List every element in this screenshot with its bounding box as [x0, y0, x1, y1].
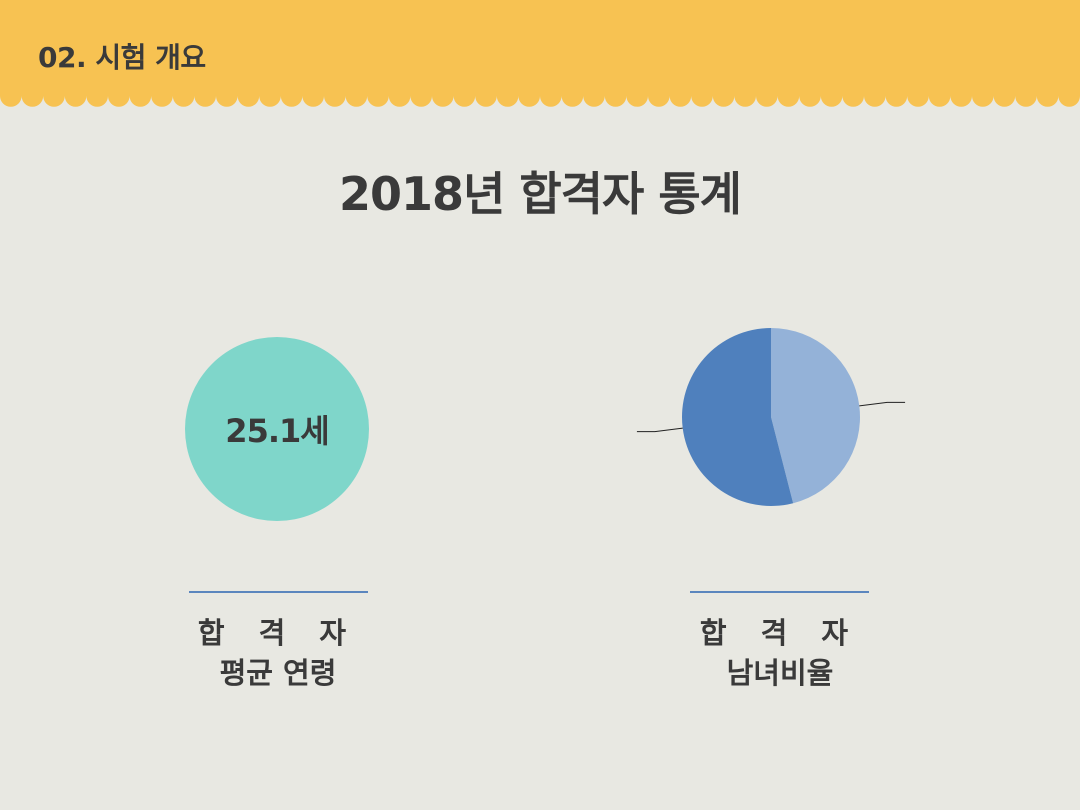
pie-slice-2: [682, 328, 794, 506]
average-age-circle: 25.1세: [185, 337, 369, 521]
gender-caption-line1: 합 격 자: [699, 616, 861, 650]
section-label: 02. 시험 개요: [38, 41, 206, 74]
average-age-value: 25.1세: [225, 412, 329, 450]
pie-leader-line-2: [636, 427, 683, 433]
age-divider-line: [189, 591, 368, 593]
header-band-fill: [0, 0, 1080, 107]
header-band: 02. 시험 개요: [0, 0, 1080, 110]
age-caption-line2: 평균 연령: [219, 656, 337, 690]
scalloped-header-shape: [0, 0, 1080, 107]
gender-ratio-caption: 합 격 자 남녀비율: [660, 613, 900, 693]
average-age-caption: 합 격 자 평균 연령: [158, 613, 398, 693]
pie-chart-svg: [636, 328, 906, 506]
pie-leader-line-1: [859, 401, 906, 407]
gender-divider-line: [690, 591, 869, 593]
gender-caption-line2: 남녀비율: [726, 656, 834, 690]
page-title: 2018년 합격자 통계: [339, 167, 742, 221]
gender-ratio-pie-chart: [630, 320, 920, 524]
age-caption-line1: 합 격 자: [197, 616, 359, 650]
pie-slice-1: [771, 328, 860, 504]
